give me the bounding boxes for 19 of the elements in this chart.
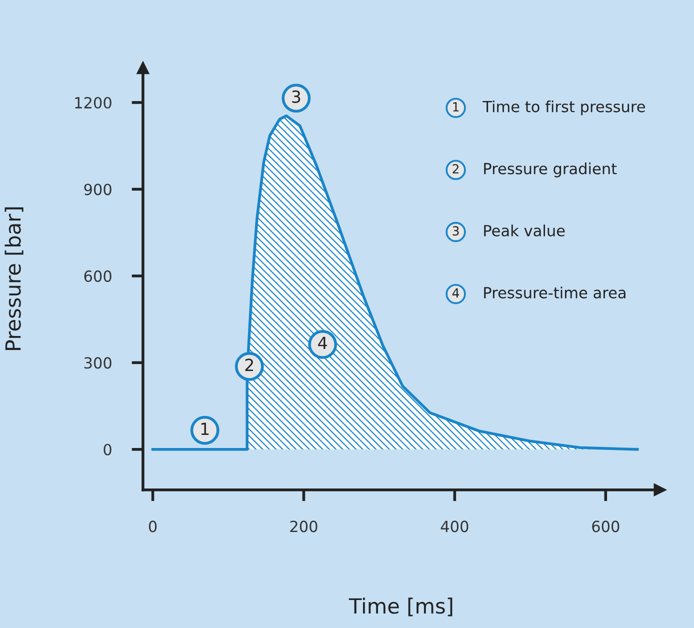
x-tick-label: 600 (592, 520, 620, 532)
y-tick-label: 0 (104, 444, 112, 456)
x-tick-label: 0 (148, 520, 157, 532)
text: 2 Pressure gradient (452, 162, 617, 178)
text: 1 Time to first pressure (453, 100, 645, 116)
y-tick-label: 1200 (75, 96, 112, 109)
y-tick-label: 300 (84, 357, 112, 369)
y-tick-label: 600 (84, 270, 112, 282)
y-axis-title: Pressure [bar] (4, 207, 24, 350)
text: 4 Pressure-time area (452, 286, 626, 298)
x-tick-label: 400 (440, 520, 468, 532)
annotation: 3 (292, 90, 300, 104)
x-axis-title: Time [ms] (348, 598, 452, 616)
annotation: 4 (318, 336, 327, 350)
x-tick-label: 200 (290, 520, 318, 532)
text: 3 Peak value (452, 224, 565, 236)
annotation: 1 (201, 422, 209, 435)
y-tick-label: 900 (84, 184, 112, 196)
annotation: 2 (245, 358, 254, 372)
